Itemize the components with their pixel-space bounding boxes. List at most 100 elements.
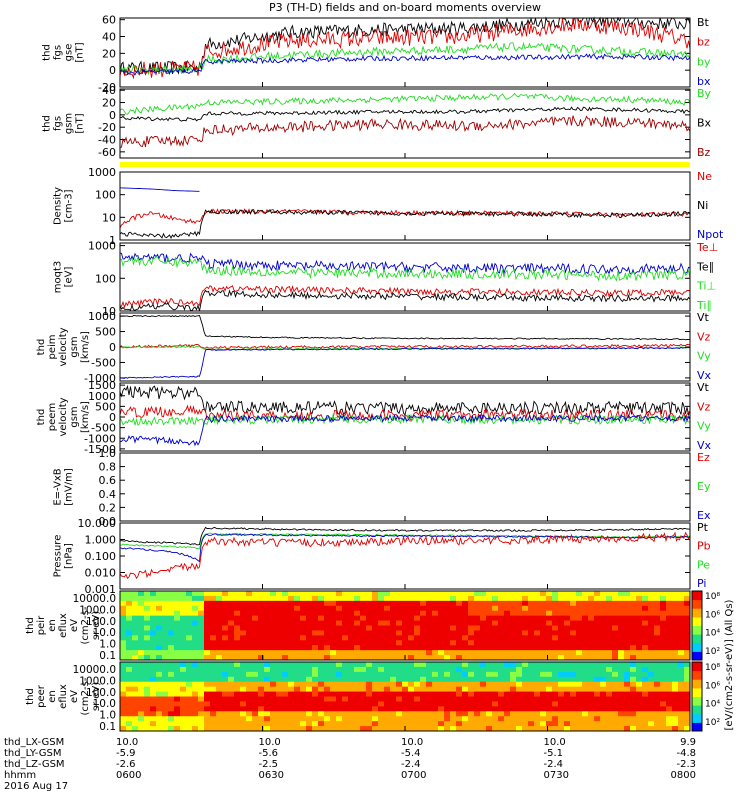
spectrogram-cell [570, 595, 577, 602]
spectrogram-cell [306, 711, 313, 717]
spectrogram-cell [144, 671, 151, 678]
spectrogram-cell [492, 605, 499, 612]
spectrogram-cell [156, 691, 163, 697]
spectrogram-cell [312, 640, 319, 646]
spectrogram-cell [564, 630, 571, 636]
ylabel-line: velocity [58, 397, 69, 436]
spectrogram-cell [492, 595, 499, 602]
spectrogram-cell [234, 726, 241, 732]
spectrogram-cell [642, 711, 649, 717]
spectrogram-cell [252, 701, 259, 707]
spectrogram-cell [330, 691, 337, 697]
colorbar-tick-label: 10⁸ [705, 592, 720, 602]
spectrogram-cell [570, 645, 577, 651]
spectrogram-cell [456, 671, 463, 678]
spectrogram-cell [312, 662, 319, 668]
ylabel-line: peer [36, 684, 47, 708]
spectrogram-cell [264, 620, 271, 626]
spectrogram-cell [294, 595, 301, 602]
spectrogram-cell [216, 726, 223, 732]
spectrogram-cell [324, 610, 331, 617]
spectrogram-cell [648, 605, 655, 612]
spectrogram-cell [576, 610, 583, 617]
spectrogram-cell [558, 640, 565, 646]
spectrogram-cell [312, 706, 319, 712]
spectrogram-cell [522, 686, 529, 692]
spectrogram-cell [462, 615, 469, 621]
spectrogram-cell [132, 655, 139, 661]
spectrogram-cell [192, 691, 199, 697]
spectrogram-cell [606, 620, 613, 626]
spectrogram-cell [450, 686, 457, 692]
spectrogram-cell [216, 701, 223, 707]
spectrogram-cell [348, 595, 355, 602]
spectrogram-cell [594, 701, 601, 707]
spectrogram-cell [516, 681, 523, 688]
spectrogram-cell [444, 686, 451, 692]
spectrogram-cell [522, 726, 529, 732]
spectrogram-cell [630, 595, 637, 602]
spectrogram-cell [234, 610, 241, 617]
spectrogram-cell [204, 726, 211, 732]
spectrogram-cell [168, 696, 175, 702]
spectrogram-cell [258, 645, 265, 651]
spectrogram-cell [264, 711, 271, 717]
spectrogram-cell [366, 625, 373, 631]
spectrogram-cell [672, 696, 679, 702]
spectrogram-cell [174, 662, 181, 668]
quality-flag-bar [120, 162, 690, 167]
spectrogram-cell [354, 640, 361, 646]
spectrogram-cell [408, 726, 415, 732]
spectrogram-cell [432, 635, 439, 641]
spectrogram-cell [396, 610, 403, 617]
spectrogram-cell [528, 671, 535, 678]
spectrogram-cell [582, 640, 589, 646]
spectrogram-cell [342, 625, 349, 631]
spectrogram-cell [198, 671, 205, 678]
spectrogram-cell [528, 706, 535, 712]
spectrogram-cell [534, 595, 541, 602]
spectrogram-cell [546, 591, 553, 597]
spectrogram-cell [342, 686, 349, 692]
xaxis-row-label: thd_LZ-GSM [4, 759, 65, 770]
spectrogram-cell [564, 600, 571, 607]
spectrogram-cell [210, 655, 217, 661]
spectrogram-cell [330, 666, 337, 673]
spectrogram-cell [294, 691, 301, 697]
spectrogram-cell [300, 696, 307, 702]
spectrogram-cell [540, 645, 547, 651]
spectrogram-cell [678, 591, 685, 597]
spectrogram-cell [390, 655, 397, 661]
spectrogram-cell [210, 671, 217, 678]
series-line-Vx [119, 346, 691, 379]
spectrogram-cell [120, 630, 127, 636]
spectrogram-cell [588, 691, 595, 697]
spectrogram-cell [588, 666, 595, 673]
spectrogram-cell [390, 640, 397, 646]
spectrogram-cell [540, 706, 547, 712]
ylabel-line: fgs [53, 116, 64, 131]
spectrogram-cell [402, 716, 409, 722]
spectrogram-cell [672, 716, 679, 722]
spectrogram-cell [192, 696, 199, 702]
spectrogram-cell [552, 620, 559, 626]
spectrogram-cell [126, 711, 133, 717]
spectrogram-cell [468, 655, 475, 661]
spectrogram-cell [156, 706, 163, 712]
spectrogram-cell [438, 716, 445, 722]
spectrogram-cell [672, 595, 679, 602]
spectrogram-cell [672, 630, 679, 636]
spectrogram-cell [564, 650, 571, 656]
spectrogram-cell [264, 696, 271, 702]
spectrogram-cell [474, 701, 481, 707]
spectrogram-cell [660, 655, 667, 661]
spectrogram-cell [414, 681, 421, 688]
spectrogram-cell [384, 711, 391, 717]
spectrogram-cell [168, 605, 175, 612]
spectrogram-cell [228, 671, 235, 678]
legend-entry: Bx [697, 117, 712, 130]
spectrogram-cell [504, 600, 511, 607]
spectrogram-cell [438, 671, 445, 678]
spectrogram-cell [228, 630, 235, 636]
spectrogram-cell [600, 655, 607, 661]
